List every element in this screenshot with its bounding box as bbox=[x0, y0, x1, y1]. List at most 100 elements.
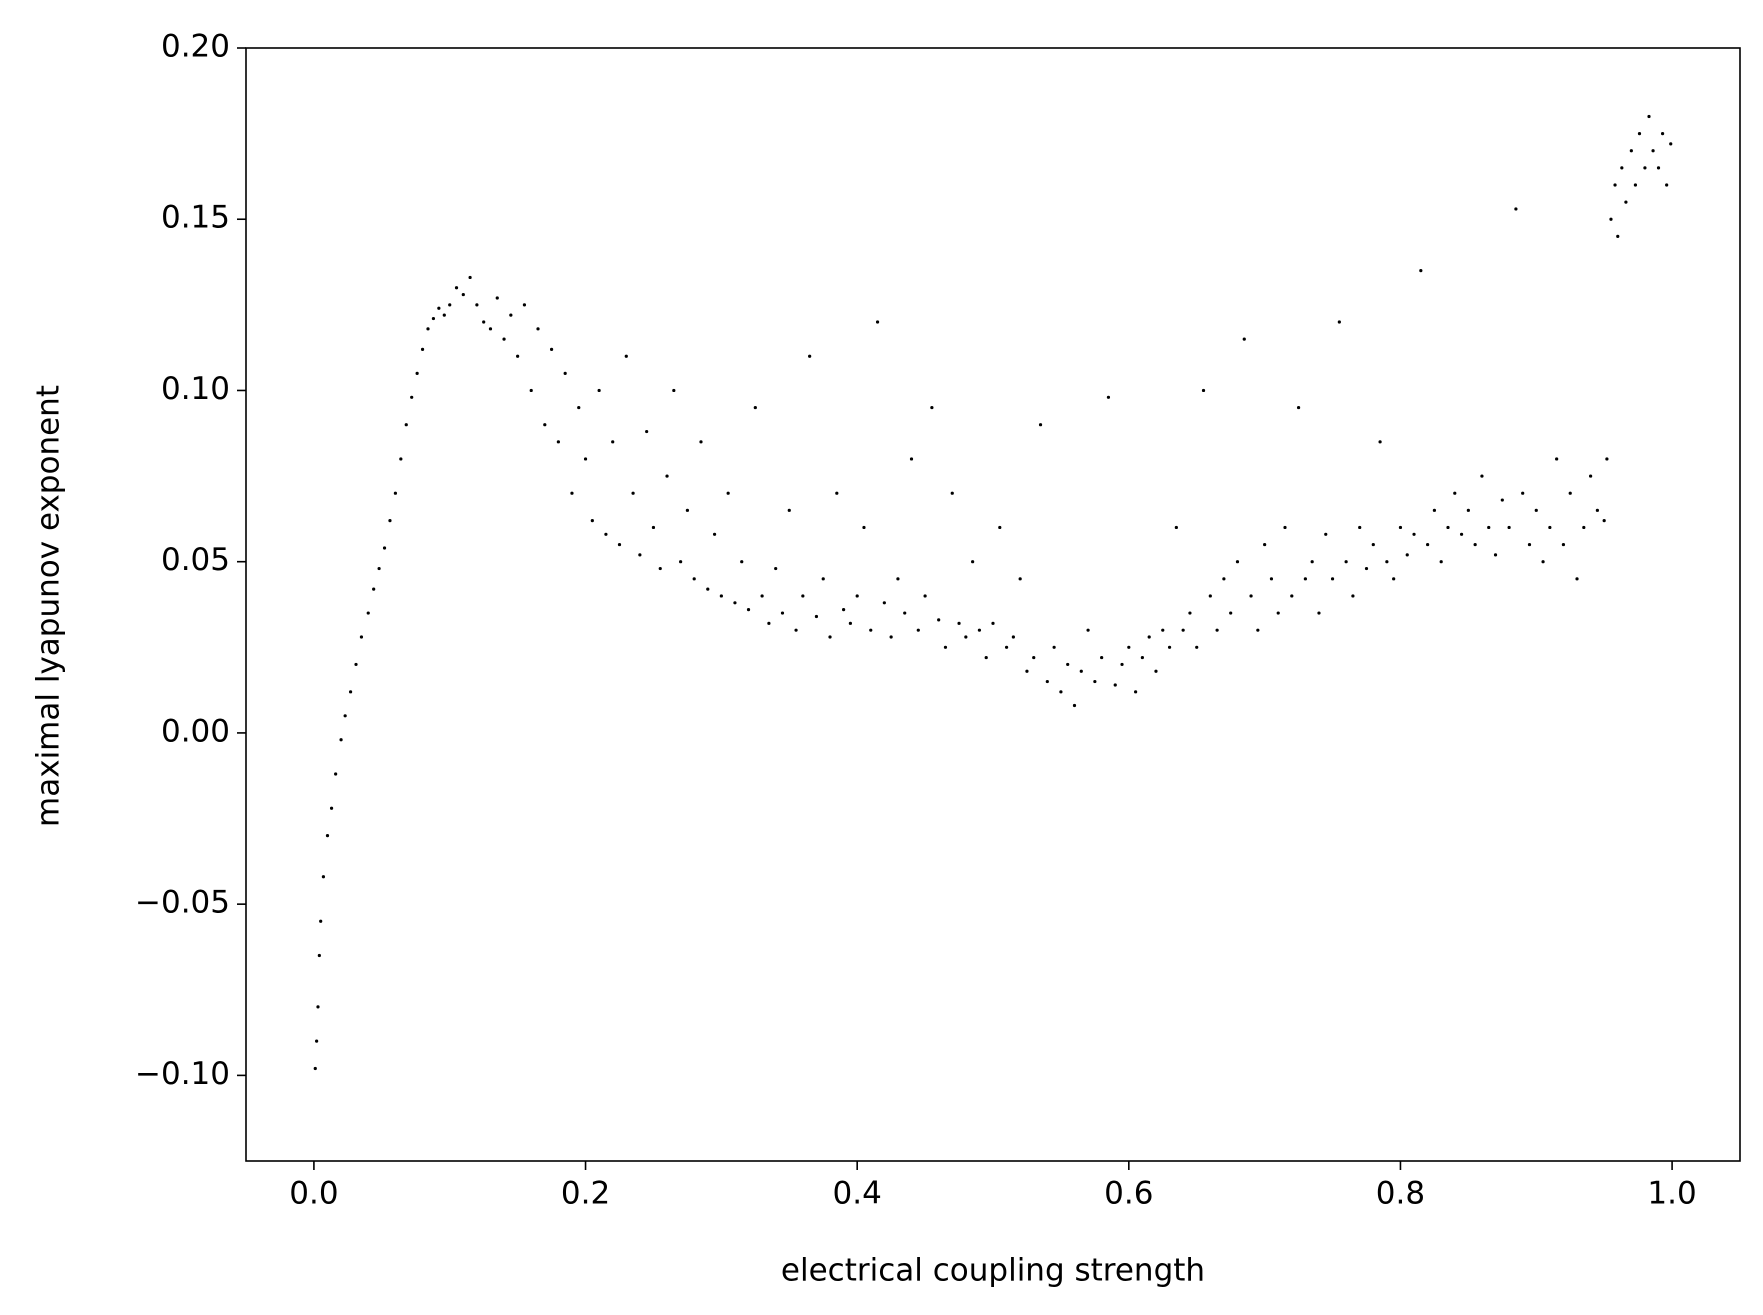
point bbox=[329, 806, 334, 810]
point bbox=[916, 628, 920, 632]
point bbox=[1283, 525, 1287, 530]
x-tick-label: 0.4 bbox=[833, 1176, 882, 1212]
point bbox=[753, 405, 757, 410]
point bbox=[415, 371, 419, 375]
point bbox=[706, 587, 710, 591]
x-axis-label: electrical coupling strength bbox=[781, 1253, 1205, 1289]
point bbox=[1633, 183, 1638, 187]
point bbox=[937, 618, 941, 622]
plot-frame bbox=[245, 47, 1741, 1162]
point bbox=[1269, 577, 1274, 581]
point bbox=[1665, 183, 1669, 187]
point bbox=[410, 395, 414, 399]
point bbox=[404, 423, 408, 427]
point bbox=[590, 518, 594, 523]
point bbox=[774, 566, 778, 571]
point bbox=[359, 635, 364, 639]
point bbox=[943, 645, 948, 649]
point bbox=[638, 553, 642, 557]
point bbox=[679, 560, 683, 564]
point bbox=[1426, 542, 1430, 547]
point bbox=[1605, 457, 1609, 461]
point bbox=[319, 919, 323, 923]
point bbox=[1459, 532, 1464, 536]
point bbox=[1643, 166, 1647, 170]
point bbox=[366, 611, 370, 615]
point bbox=[1620, 166, 1624, 170]
point bbox=[828, 635, 832, 639]
point bbox=[442, 313, 446, 317]
point bbox=[1405, 553, 1409, 557]
point bbox=[1093, 679, 1097, 684]
point bbox=[543, 423, 547, 427]
point bbox=[1446, 525, 1450, 530]
point bbox=[1507, 525, 1511, 530]
point bbox=[1439, 560, 1443, 564]
point bbox=[354, 662, 358, 667]
point bbox=[1263, 542, 1267, 547]
point bbox=[461, 292, 465, 297]
x-tick-label: 0.2 bbox=[561, 1176, 610, 1212]
point bbox=[334, 772, 338, 776]
point bbox=[1613, 183, 1617, 187]
point bbox=[801, 594, 805, 598]
point bbox=[617, 542, 622, 547]
point bbox=[950, 491, 954, 495]
point bbox=[1154, 669, 1158, 673]
point bbox=[808, 354, 812, 358]
point bbox=[1656, 166, 1661, 170]
point bbox=[821, 577, 825, 581]
point bbox=[794, 628, 798, 632]
point bbox=[1317, 611, 1321, 615]
point bbox=[930, 405, 934, 410]
point bbox=[1066, 662, 1070, 667]
point bbox=[889, 635, 893, 639]
point bbox=[1337, 320, 1341, 324]
point bbox=[855, 594, 859, 598]
point bbox=[399, 457, 403, 461]
y-tick-label: −0.10 bbox=[135, 1056, 230, 1092]
y-tick-label: 0.00 bbox=[161, 713, 230, 749]
x-tick-label: 0.0 bbox=[289, 1176, 338, 1212]
point bbox=[597, 388, 601, 393]
point bbox=[1609, 217, 1613, 221]
point bbox=[1147, 635, 1151, 639]
point bbox=[604, 532, 608, 536]
point bbox=[1249, 594, 1253, 598]
point bbox=[1222, 577, 1226, 581]
point bbox=[343, 714, 347, 718]
point bbox=[1032, 655, 1036, 660]
point bbox=[998, 525, 1002, 530]
point bbox=[645, 429, 649, 434]
point bbox=[431, 316, 436, 321]
point bbox=[842, 608, 846, 612]
point bbox=[1412, 532, 1416, 536]
point bbox=[1500, 498, 1504, 502]
point bbox=[746, 608, 751, 612]
point bbox=[1534, 508, 1538, 512]
point bbox=[1290, 594, 1294, 598]
point bbox=[1188, 611, 1192, 615]
point bbox=[1589, 474, 1593, 478]
point bbox=[317, 953, 321, 958]
point bbox=[1660, 132, 1665, 136]
point bbox=[665, 474, 669, 478]
point bbox=[1595, 508, 1599, 512]
point bbox=[570, 491, 574, 495]
point bbox=[1480, 474, 1484, 478]
point bbox=[1038, 423, 1043, 427]
point bbox=[1174, 525, 1178, 530]
point bbox=[448, 303, 452, 307]
point bbox=[1276, 611, 1280, 615]
point bbox=[814, 614, 819, 619]
point bbox=[896, 577, 900, 581]
point bbox=[377, 566, 381, 571]
point bbox=[1432, 508, 1437, 512]
point bbox=[1358, 525, 1362, 530]
point bbox=[1235, 560, 1240, 564]
point bbox=[1398, 525, 1403, 530]
point bbox=[549, 347, 554, 351]
point bbox=[1303, 577, 1307, 581]
